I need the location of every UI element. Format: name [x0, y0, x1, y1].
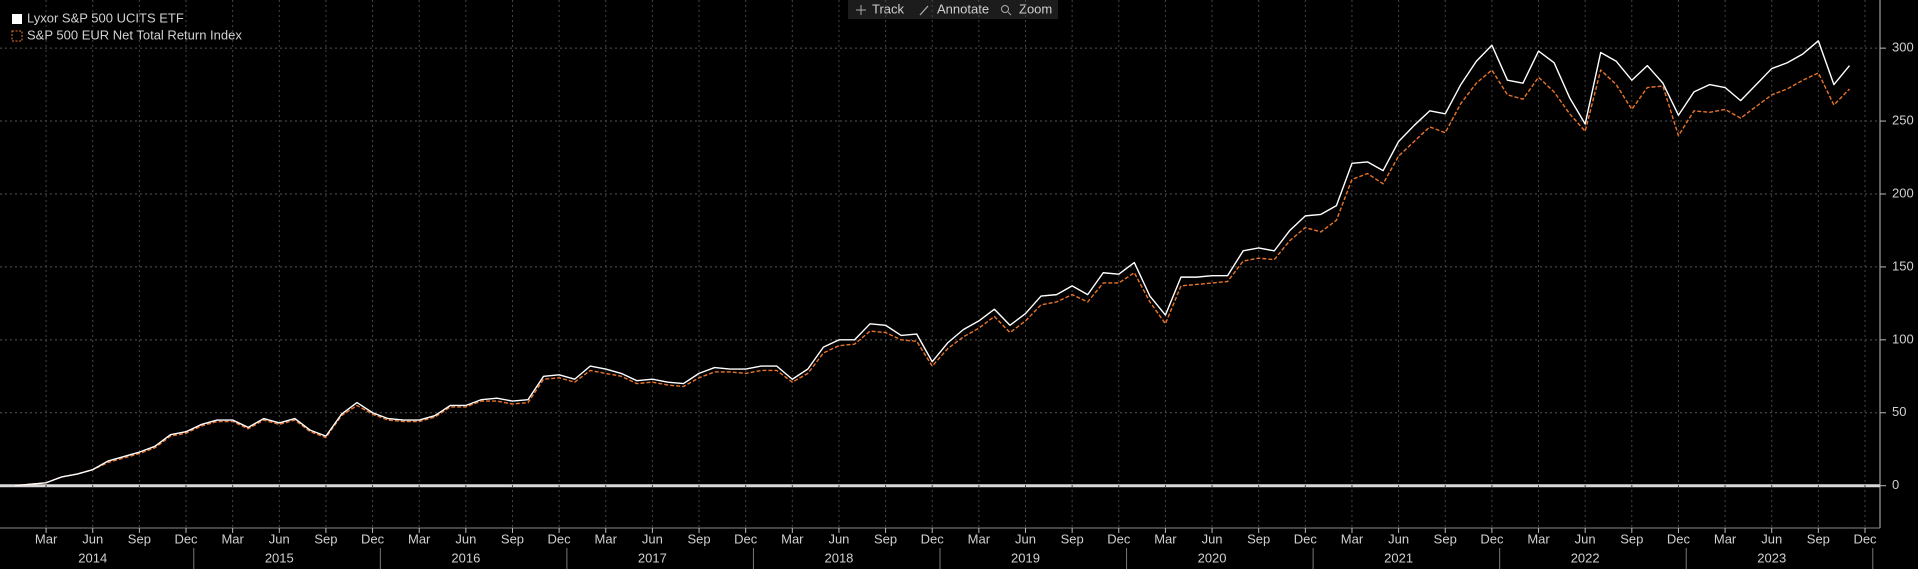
x-tick-label: Sep	[1247, 531, 1270, 546]
x-tick-label: Sep	[314, 531, 337, 546]
zoom-button[interactable]: Zoom	[1001, 1, 1053, 16]
x-tick-label: Jun	[642, 531, 663, 546]
x-tick-label: Dec	[1667, 531, 1691, 546]
year-label: 2014	[78, 550, 107, 565]
x-tick-label: Mar	[408, 531, 431, 546]
year-label: 2017	[638, 550, 667, 565]
track-button[interactable]: Track	[856, 1, 905, 16]
x-tick-label: Mar	[1527, 531, 1550, 546]
x-tick-label: Sep	[874, 531, 897, 546]
x-tick-label: Jun	[455, 531, 476, 546]
series-line	[14, 69, 1850, 487]
x-tick-label: Jun	[1761, 531, 1782, 546]
toolbar: Track Annotate Zoom	[848, 0, 1058, 19]
legend-swatch	[11, 30, 23, 42]
x-tick-label: Sep	[1434, 531, 1457, 546]
x-tick-label: Jun	[1388, 531, 1409, 546]
x-tick-label: Jun	[828, 531, 849, 546]
y-tick-label: 200	[1892, 185, 1914, 200]
x-tick-label: Jun	[1015, 531, 1036, 546]
legend: Lyxor S&P 500 UCITS ETF S&P 500 EUR Net T…	[11, 10, 242, 42]
y-tick-label: 100	[1892, 331, 1914, 346]
year-label: 2019	[1011, 550, 1040, 565]
year-label: 2022	[1571, 550, 1600, 565]
x-tick-label: Dec	[921, 531, 945, 546]
x-tick-label: Dec	[734, 531, 758, 546]
zoom-icon-handle	[1007, 11, 1012, 16]
x-tick-label: Mar	[781, 531, 804, 546]
x-tick-label: Sep	[1061, 531, 1084, 546]
year-label: 2018	[824, 550, 853, 565]
x-tick-label: Sep	[128, 531, 151, 546]
x-tick-label: Mar	[221, 531, 244, 546]
x-tick-label: Mar	[595, 531, 618, 546]
legend-swatch	[12, 14, 22, 24]
x-tick-label: Sep	[1620, 531, 1643, 546]
x-tick-label: Dec	[1294, 531, 1318, 546]
x-tick-label: Dec	[361, 531, 385, 546]
y-tick-label: 50	[1892, 404, 1906, 419]
legend-label: S&P 500 EUR Net Total Return Index	[27, 27, 242, 42]
x-tick-label: Mar	[35, 531, 58, 546]
annotate-button[interactable]: Annotate	[919, 1, 989, 16]
x-tick-label: Jun	[1202, 531, 1223, 546]
zoom-icon	[1001, 5, 1009, 13]
grid	[0, 0, 1880, 528]
x-tick-label: Mar	[968, 531, 991, 546]
x-tick-label: Sep	[1807, 531, 1830, 546]
x-tick-label: Mar	[1341, 531, 1364, 546]
track-label[interactable]: Track	[872, 1, 905, 16]
year-label: 2016	[451, 550, 480, 565]
annotate-label[interactable]: Annotate	[937, 1, 989, 16]
track-icon	[856, 5, 866, 15]
x-tick-label: Sep	[501, 531, 524, 546]
x-tick-label: Jun	[82, 531, 103, 546]
x-tick-label: Jun	[269, 531, 290, 546]
x-tick-label: Dec	[1853, 531, 1877, 546]
x-tick-label: Sep	[687, 531, 710, 546]
year-label: 2023	[1757, 550, 1786, 565]
series-line	[14, 40, 1850, 487]
year-label: 2020	[1198, 550, 1227, 565]
annotate-icon	[919, 5, 929, 16]
y-tick-label: 250	[1892, 112, 1914, 127]
y-tick-label: 150	[1892, 258, 1914, 273]
y-tick-label: 0	[1892, 477, 1899, 492]
year-label: 2015	[265, 550, 294, 565]
y-tick-label: 300	[1892, 40, 1914, 55]
x-tick-label: Jun	[1575, 531, 1596, 546]
plot	[14, 40, 1850, 487]
x-tick-label: Dec	[548, 531, 572, 546]
x-tick-label: Mar	[1714, 531, 1737, 546]
year-label: 2021	[1384, 550, 1413, 565]
x-tick-label: Dec	[174, 531, 198, 546]
x-tick-label: Dec	[1107, 531, 1131, 546]
legend-label: Lyxor S&P 500 UCITS ETF	[27, 10, 184, 25]
toolbar-bg	[848, 0, 1058, 19]
x-tick-label: Dec	[1480, 531, 1504, 546]
x-tick-label: Mar	[1154, 531, 1177, 546]
zoom-label[interactable]: Zoom	[1019, 1, 1052, 16]
